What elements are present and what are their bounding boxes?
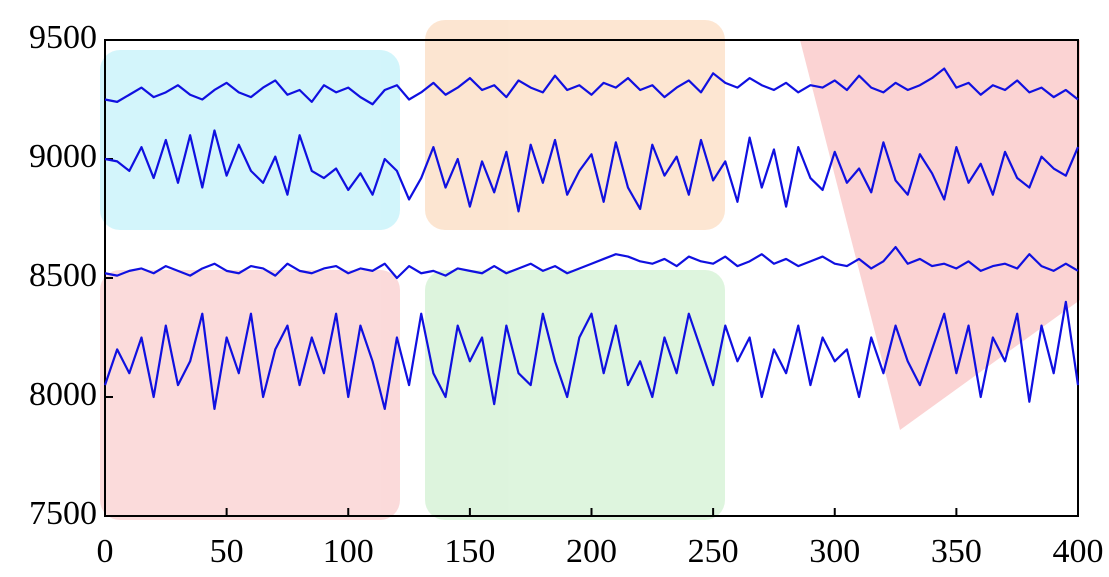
series-line [104, 67, 1079, 106]
x-tick-label: 100 [323, 533, 374, 570]
y-tick-label: 8000 [29, 376, 97, 413]
x-tick-label: 150 [444, 533, 495, 570]
series-line [104, 129, 1080, 213]
y-tick-label: 9500 [29, 19, 97, 56]
watermark [100, 20, 1080, 520]
x-tick-label: 400 [1053, 533, 1104, 570]
x-tick-label: 250 [688, 533, 739, 570]
x-tick-label: 0 [97, 533, 114, 570]
y-tick-label: 9000 [29, 138, 97, 175]
series-line [104, 245, 1079, 280]
series-line [103, 300, 1080, 410]
x-tick-label: 200 [566, 533, 617, 570]
y-tick-label: 8500 [29, 257, 97, 294]
x-tick-label: 50 [210, 533, 244, 570]
x-tick-label: 300 [809, 533, 860, 570]
x-tick-label: 350 [931, 533, 982, 570]
y-tick-label: 7500 [29, 495, 97, 532]
